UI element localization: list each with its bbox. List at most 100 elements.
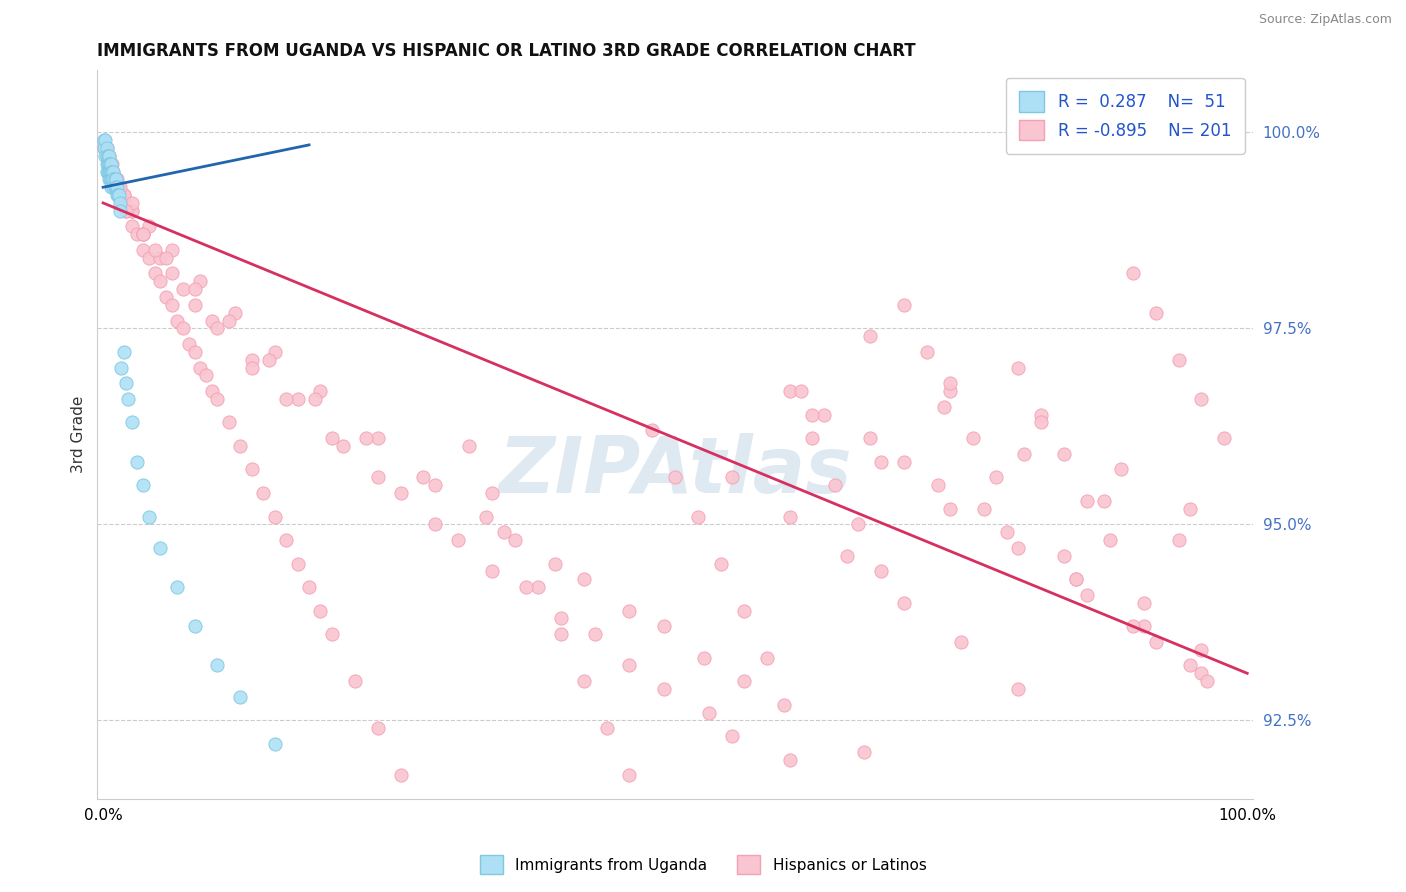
Point [207, 658, 229, 673]
Point [263, 737, 285, 751]
Point [138, 219, 160, 234]
Point [1053, 447, 1076, 461]
Point [779, 384, 801, 398]
Point [1167, 533, 1189, 547]
Point [105, 172, 128, 186]
Point [1191, 642, 1213, 657]
Point [96, 157, 118, 171]
Point [619, 604, 641, 618]
Point [183, 344, 205, 359]
Point [779, 753, 801, 767]
Point [550, 611, 572, 625]
Point [138, 509, 160, 524]
Point [101, 164, 124, 178]
Point [110, 195, 132, 210]
Point [103, 172, 125, 186]
Point [458, 439, 481, 453]
Point [183, 619, 205, 633]
Point [93, 141, 115, 155]
Point [97, 164, 120, 178]
Point [927, 478, 949, 492]
Point [859, 329, 882, 343]
Point [132, 227, 155, 242]
Point [112, 344, 135, 359]
Point [1076, 493, 1098, 508]
Point [287, 392, 309, 406]
Point [475, 509, 498, 524]
Point [96, 149, 118, 163]
Point [98, 157, 121, 171]
Point [434, 863, 457, 877]
Point [859, 431, 882, 445]
Point [309, 604, 332, 618]
Point [97, 164, 120, 178]
Point [218, 313, 240, 327]
Point [503, 533, 526, 547]
Point [423, 517, 446, 532]
Point [240, 360, 263, 375]
Point [240, 462, 263, 476]
Point [515, 580, 537, 594]
Point [132, 243, 155, 257]
Point [98, 157, 121, 171]
Point [1178, 501, 1201, 516]
Point [143, 267, 166, 281]
Point [367, 431, 389, 445]
Point [100, 180, 122, 194]
Point [218, 416, 240, 430]
Point [1133, 619, 1156, 633]
Point [103, 164, 125, 178]
Point [149, 274, 172, 288]
Point [107, 180, 129, 194]
Point [96, 164, 118, 178]
Point [97, 149, 120, 163]
Legend: Immigrants from Uganda, Hispanics or Latinos: Immigrants from Uganda, Hispanics or Lat… [474, 849, 932, 880]
Text: ZIPAtlas: ZIPAtlas [498, 433, 852, 508]
Point [93, 141, 115, 155]
Point [110, 195, 132, 210]
Point [298, 580, 321, 594]
Point [121, 219, 143, 234]
Point [1092, 493, 1115, 508]
Point [1122, 619, 1144, 633]
Point [160, 267, 183, 281]
Point [1007, 681, 1029, 696]
Point [94, 141, 117, 155]
Point [127, 227, 149, 242]
Point [801, 431, 824, 445]
Point [1031, 416, 1053, 430]
Point [240, 352, 263, 367]
Point [177, 337, 200, 351]
Point [160, 243, 183, 257]
Point [481, 486, 503, 500]
Point [110, 203, 132, 218]
Point [1007, 541, 1029, 555]
Point [354, 431, 377, 445]
Point [1111, 462, 1133, 476]
Point [1133, 596, 1156, 610]
Point [1007, 360, 1029, 375]
Point [1191, 666, 1213, 681]
Point [112, 195, 135, 210]
Point [1012, 447, 1035, 461]
Point [107, 188, 129, 202]
Point [939, 501, 962, 516]
Point [619, 658, 641, 673]
Point [824, 478, 846, 492]
Point [94, 149, 117, 163]
Point [149, 251, 172, 265]
Point [389, 486, 412, 500]
Point [973, 501, 995, 516]
Point [97, 157, 120, 171]
Point [583, 627, 606, 641]
Point [527, 580, 550, 594]
Point [699, 706, 721, 720]
Point [813, 408, 835, 422]
Point [893, 596, 915, 610]
Point [950, 635, 973, 649]
Point [100, 172, 122, 186]
Point [117, 392, 139, 406]
Point [619, 768, 641, 782]
Point [97, 172, 120, 186]
Point [790, 384, 813, 398]
